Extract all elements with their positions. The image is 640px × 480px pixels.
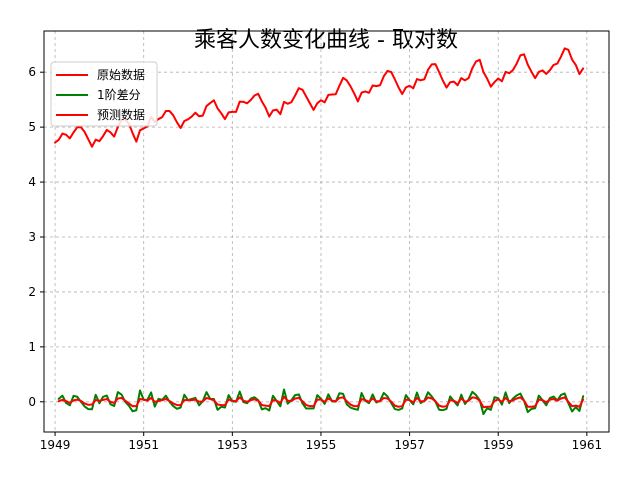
chart-title: 乘客人数变化曲线 - 取对数 — [194, 28, 458, 53]
series-line-2 — [57, 395, 585, 409]
x-tick-label: 1953 — [217, 438, 248, 452]
plot-frame — [43, 30, 610, 433]
x-tick-label: 1957 — [394, 438, 425, 452]
legend-label: 1阶差分 — [97, 88, 141, 102]
y-tick-label: 3 — [28, 230, 36, 244]
x-tick-label: 1949 — [40, 438, 71, 452]
grid-layer — [44, 31, 609, 432]
series-line-0 — [54, 47, 585, 148]
legend-label: 原始数据 — [97, 67, 145, 82]
legend-label: 预测数据 — [97, 107, 145, 122]
y-tick-label: 0 — [28, 395, 36, 409]
y-tick-label: 2 — [28, 285, 36, 299]
y-tick-label: 4 — [28, 175, 36, 189]
x-tick-label: 1961 — [572, 438, 603, 452]
x-tick-label: 1951 — [128, 438, 159, 452]
y-tick-label: 6 — [28, 65, 36, 79]
series-layer — [54, 47, 585, 416]
x-tick-label: 1955 — [306, 438, 337, 452]
y-tick-label: 1 — [28, 340, 36, 354]
x-tick-label: 1959 — [483, 438, 514, 452]
tick-layer: 1949 1951 1953 1955 1957 1959 1961 0 1 2 3 4 5 6 — [28, 65, 602, 452]
legend-box — [50, 61, 158, 127]
y-tick-label: 5 — [28, 120, 36, 134]
